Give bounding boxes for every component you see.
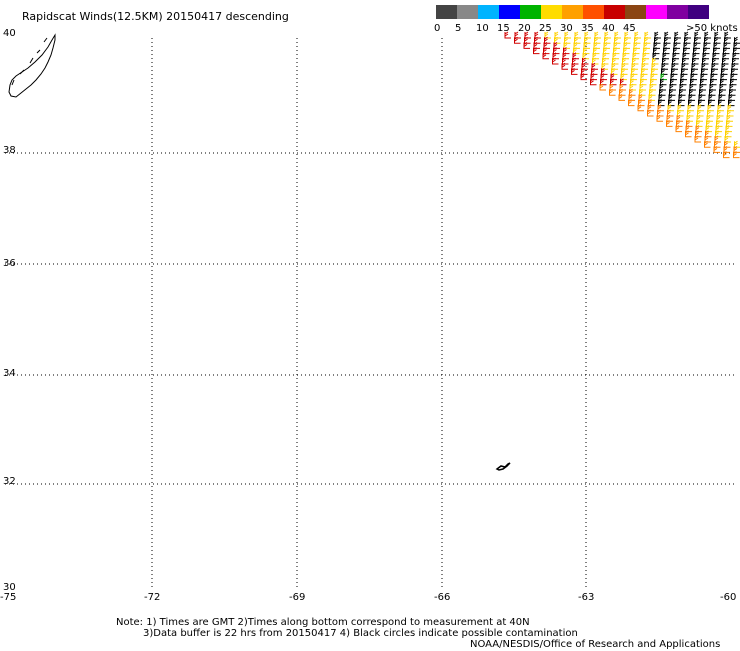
legend-tick-label: 30 (560, 23, 573, 34)
legend-swatch (562, 5, 583, 19)
island-outline (497, 463, 510, 470)
legend-swatch (646, 5, 667, 19)
legend-swatch (499, 5, 520, 19)
legend-swatch (457, 5, 478, 19)
lon-label-69: -69 (289, 592, 305, 603)
legend-swatch (520, 5, 541, 19)
wind-barb (735, 37, 740, 43)
lat-label-36: 36 (3, 258, 16, 269)
graticule (5, 38, 737, 588)
legend-swatch (436, 5, 457, 19)
lon-label-72: -72 (144, 592, 160, 603)
legend-swatch (667, 5, 688, 19)
lon-label-66: -66 (434, 592, 450, 603)
lon-label-75: -75 (0, 592, 16, 603)
coastline (9, 35, 55, 97)
lat-label-40: 40 (3, 28, 16, 39)
legend-swatch (688, 5, 709, 19)
legend-tick-label: 10 (476, 23, 489, 34)
wind-barb (665, 32, 671, 38)
wind-barb (595, 32, 601, 38)
longitude-labels: -75 -72 -69 -66 -63 -60 (0, 592, 736, 603)
wind-barb (655, 32, 661, 38)
legend-tick-label: 20 (518, 23, 531, 34)
legend-swatch (604, 5, 625, 19)
lon-label-63: -63 (578, 592, 594, 603)
credit-line: NOAA/NESDIS/Office of Research and Appli… (470, 639, 720, 651)
legend-swatch (583, 5, 604, 19)
legend-swatch (541, 5, 562, 19)
wind-barb (735, 141, 740, 147)
legend-tick-label: 40 (602, 23, 615, 34)
legend-tick-label: 0 (434, 23, 440, 34)
legend-swatch (478, 5, 499, 19)
lon-label-60: -60 (720, 592, 736, 603)
wind-barb (645, 32, 651, 38)
wind-barb (615, 32, 621, 38)
lat-label-32: 32 (3, 476, 16, 487)
lat-label-34: 34 (3, 368, 16, 379)
lat-label-38: 38 (3, 145, 16, 156)
wind-barb (635, 32, 641, 38)
wind-barb (675, 32, 681, 38)
legend-tick-label: 5 (455, 23, 461, 34)
latitude-labels: 40 38 36 34 32 30 (3, 28, 16, 593)
legend-swatch (625, 5, 646, 19)
map-title: Rapidscat Winds(12.5KM) 20150417 descend… (22, 10, 289, 23)
wind-barbs (505, 32, 740, 158)
legend-end-label: >50 knots (686, 23, 738, 34)
